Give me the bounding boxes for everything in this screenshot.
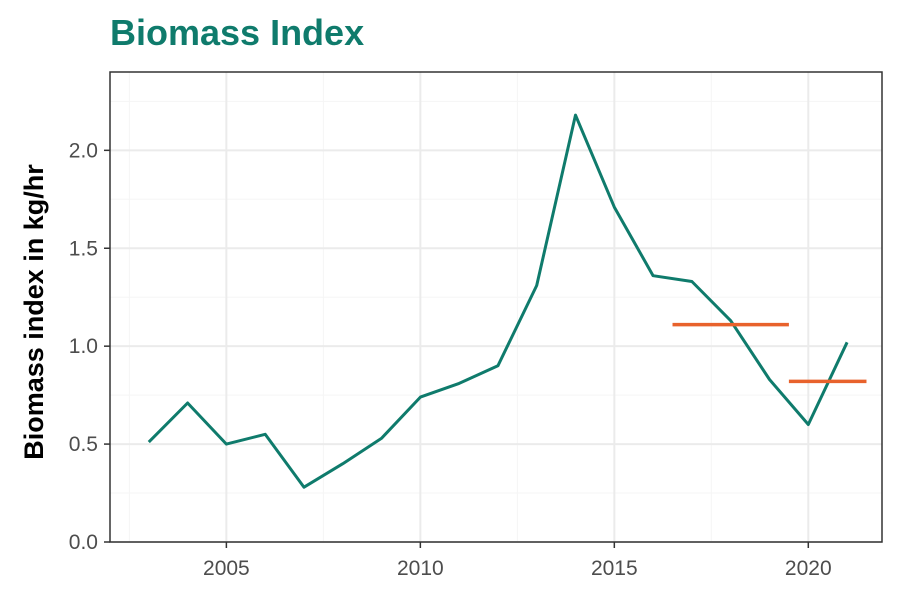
series-layer (147, 113, 849, 489)
series-line (147, 113, 849, 489)
chart-title: Biomass Index (110, 12, 365, 53)
y-tick-label: 2.0 (69, 139, 98, 162)
x-tick-label: 2015 (591, 557, 638, 580)
y-tick-label: 1.0 (69, 335, 98, 358)
y-tick-label: 1.5 (69, 237, 98, 260)
x-tick-label: 2005 (203, 557, 250, 580)
y-axis: 0.0 0.5 1.0 1.5 2.0 (69, 139, 110, 554)
panel-border (109, 71, 883, 543)
y-axis-title: Biomass index in kg/hr (19, 164, 49, 460)
x-axis: 2005 2010 2015 2020 (203, 542, 832, 580)
grid-major (110, 72, 882, 543)
x-tick-label: 2010 (397, 557, 444, 580)
reference-layer (672, 322, 867, 384)
y-tick-label: 0.0 (69, 531, 98, 554)
x-tick-label: 2020 (785, 557, 832, 580)
y-tick-label: 0.5 (69, 433, 98, 456)
